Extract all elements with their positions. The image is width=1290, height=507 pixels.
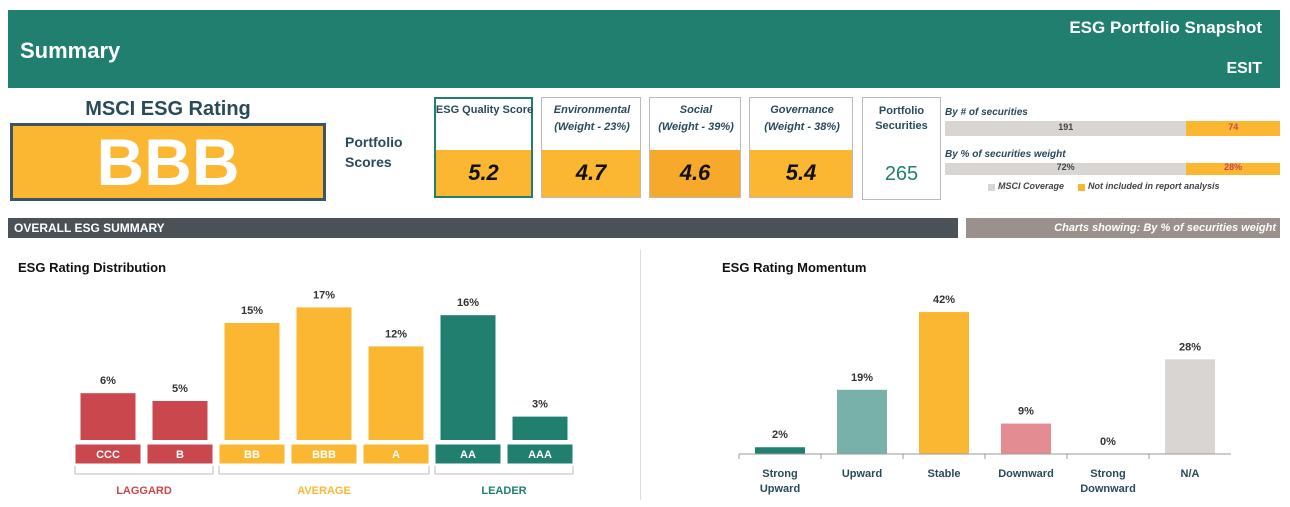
score-box	[541, 97, 641, 198]
coverage-label: By % of securities weight	[945, 149, 1066, 160]
bar	[80, 393, 136, 440]
group-bracket	[218, 466, 430, 475]
bar	[1165, 359, 1215, 454]
section-note: Charts showing: By % of securities weigh…	[966, 218, 1280, 238]
rating-value: BBB	[10, 123, 326, 201]
header-title: Summary	[20, 38, 121, 63]
coverage-value: 191	[1058, 122, 1074, 132]
score-weight: (Weight - 39%)	[658, 121, 734, 133]
scores-label: Portfolio Scores	[345, 134, 403, 170]
coverage-value: 72%	[1056, 162, 1075, 172]
securities-box	[862, 97, 941, 200]
category-box	[74, 443, 142, 465]
value-label: 0%	[1100, 436, 1116, 448]
divider	[640, 250, 641, 500]
value-label: 2%	[772, 429, 788, 441]
category-label: BB	[244, 449, 260, 461]
value-label: 6%	[100, 375, 116, 387]
bar	[224, 323, 280, 440]
value-label: 9%	[1018, 406, 1034, 418]
legend-swatch	[988, 184, 995, 191]
value-label: 28%	[1179, 341, 1201, 353]
coverage-segment	[1186, 121, 1280, 136]
coverage-value: 74	[1228, 122, 1239, 132]
score-name: Social	[679, 104, 713, 116]
header-subtitle: ESG Portfolio Snapshot	[1069, 18, 1262, 37]
bar	[1001, 423, 1051, 454]
group-label: LAGGARD	[116, 485, 172, 497]
category-label: B	[176, 449, 184, 461]
coverage-segment	[945, 121, 1187, 136]
score-weight: (Weight - 23%)	[554, 121, 630, 133]
category-label: BBB	[312, 449, 336, 461]
category-box	[290, 443, 358, 465]
category-box	[506, 443, 574, 465]
category-label: Downward	[998, 468, 1054, 480]
score-value: 4.7	[542, 150, 640, 197]
legend-label: MSCI Coverage	[998, 181, 1065, 191]
bar	[368, 346, 424, 440]
legend-label: Not included in report analysis	[1088, 181, 1220, 191]
header-code: ESIT	[1226, 60, 1262, 77]
chart-title: ESG Rating Momentum	[722, 260, 867, 275]
header-bar	[8, 10, 1280, 88]
securities-label: Portfolio Securities	[875, 105, 928, 132]
group-label: LEADER	[481, 485, 526, 497]
legend-swatch	[1078, 184, 1085, 191]
bar	[512, 416, 568, 440]
value-label: 15%	[241, 305, 263, 317]
score-value: 4.6	[650, 150, 740, 197]
category-label: Stable	[927, 468, 961, 480]
category-box	[218, 443, 286, 465]
coverage-value: 28%	[1224, 162, 1243, 172]
category-label: CCC	[96, 449, 120, 461]
bar	[152, 401, 208, 440]
category-box	[146, 443, 214, 465]
bar	[440, 315, 496, 440]
category-label: N/A	[1180, 468, 1200, 480]
bar	[755, 447, 805, 454]
group-label: AVERAGE	[297, 485, 351, 497]
score-value: 5.2	[436, 150, 531, 196]
score-value: 5.4	[750, 150, 852, 197]
coverage-segment	[945, 163, 1187, 175]
category-label: AA	[460, 449, 476, 461]
value-label: 17%	[313, 289, 335, 301]
score-name: Environmental	[553, 104, 631, 116]
section-title: OVERALL ESG SUMMARY	[14, 221, 165, 235]
value-label: 3%	[532, 399, 548, 411]
securities-value: 265	[884, 163, 919, 185]
group-bracket	[434, 466, 574, 475]
category-box	[434, 443, 502, 465]
category-label: AAA	[528, 449, 552, 461]
value-label: 19%	[851, 372, 873, 384]
score-box	[649, 97, 741, 198]
score-name: Governance	[770, 104, 834, 116]
category-label: A	[392, 449, 400, 461]
group-bracket	[74, 466, 214, 475]
score-box	[749, 97, 853, 198]
rating-label: MSCI ESG Rating	[85, 98, 251, 120]
category-label: Strong Downward	[1080, 468, 1136, 495]
category-label: Strong Upward	[759, 468, 801, 495]
score-box	[434, 97, 533, 198]
coverage-label: By # of securities	[945, 107, 1028, 118]
value-label: 5%	[172, 383, 188, 395]
bar	[837, 389, 887, 454]
section-bar	[8, 218, 958, 238]
coverage-segment	[1186, 163, 1280, 175]
bar	[919, 312, 969, 454]
score-weight: (Weight - 38%)	[764, 121, 840, 133]
value-label: 16%	[457, 297, 479, 309]
score-name: ESG Quality Score	[435, 104, 534, 116]
bar	[296, 307, 352, 440]
category-label: Upward	[841, 468, 883, 480]
value-label: 42%	[933, 294, 955, 306]
value-label: 12%	[385, 328, 407, 340]
category-box	[362, 443, 430, 465]
chart-title: ESG Rating Distribution	[18, 260, 167, 275]
